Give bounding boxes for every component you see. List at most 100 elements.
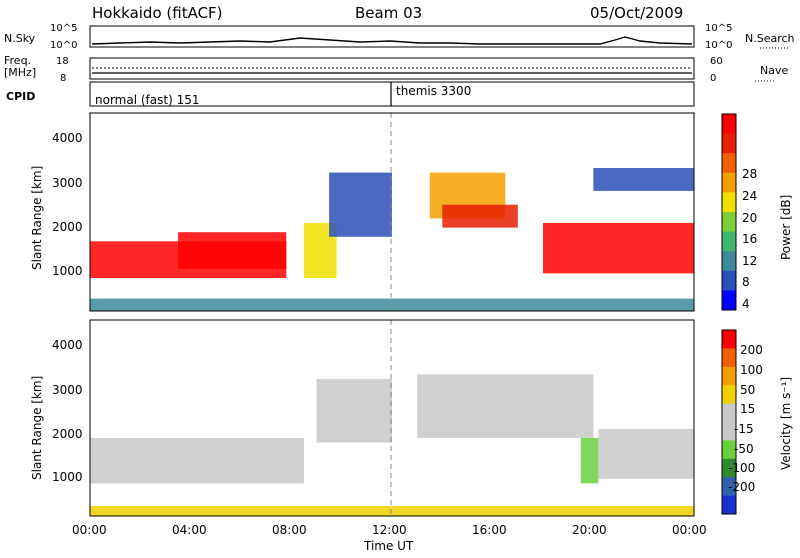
velocity-cbar-tick-15: 15 bbox=[740, 402, 755, 416]
station-title: Hokkaido (fitACF) bbox=[92, 4, 223, 22]
velocity-region-4 bbox=[598, 428, 694, 479]
velocity-colorbar-swatch-9 bbox=[722, 495, 736, 515]
power-ytick-2000: 2000 bbox=[52, 220, 83, 234]
power-colorbar-swatch-1 bbox=[722, 133, 736, 154]
power-data-layer bbox=[90, 168, 694, 311]
velocity-cbar-tick-neg50: -50 bbox=[734, 442, 754, 456]
freq-tick-bottom: 8 bbox=[60, 73, 66, 84]
velocity-region-3 bbox=[580, 438, 599, 484]
power-cbar-tick-20: 20 bbox=[742, 211, 757, 225]
freq-label-1: Freq. bbox=[4, 54, 31, 67]
power-colorbar bbox=[721, 113, 737, 311]
velocity-region-1 bbox=[316, 379, 392, 443]
cpid-panel bbox=[89, 81, 695, 107]
power-cbar-tick-12: 12 bbox=[742, 254, 757, 268]
nsky-panel bbox=[89, 25, 695, 48]
nave-label: Nave bbox=[760, 64, 788, 77]
nsearch-tick-bottom: 10^0 bbox=[705, 40, 732, 51]
velocity-colorbar-swatch-6 bbox=[722, 440, 736, 460]
velocity-colorbar-frame bbox=[721, 329, 737, 515]
power-ytick-4000: 4000 bbox=[52, 131, 83, 145]
nsky-tick-bottom: 10^0 bbox=[50, 40, 77, 51]
velocity-panel-frame bbox=[89, 319, 695, 517]
power-cbar-tick-24: 24 bbox=[742, 189, 757, 203]
velocity-colorbar bbox=[721, 329, 737, 515]
power-panel-frame bbox=[89, 112, 695, 312]
xtick-0800: 08:00 bbox=[272, 523, 307, 537]
cpid-mode-1: normal (fast) 151 bbox=[95, 93, 199, 107]
power-region-7 bbox=[593, 168, 694, 191]
xtick-0400: 04:00 bbox=[172, 523, 207, 537]
nsky-label: N.Sky bbox=[4, 32, 36, 45]
nsky-tick-top: 10^5 bbox=[50, 23, 77, 34]
xtick-0000: 00:00 bbox=[72, 523, 107, 537]
power-ylabel: Slant Range [km] bbox=[30, 166, 44, 270]
nave-tick-bottom: 0 bbox=[710, 73, 716, 84]
velocity-cbar-tick-100: 100 bbox=[740, 363, 763, 377]
xtick-1600: 16:00 bbox=[472, 523, 507, 537]
beam-title: Beam 03 bbox=[355, 4, 422, 22]
power-cbar-tick-28: 28 bbox=[742, 167, 757, 181]
freq-label-2: [MHz] bbox=[4, 66, 36, 79]
nsky-trace bbox=[91, 36, 693, 45]
power-colorbar-swatch-3 bbox=[722, 172, 736, 193]
velocity-ytick-3000: 3000 bbox=[52, 383, 83, 397]
velocity-cbar-tick-neg15: -15 bbox=[734, 422, 754, 436]
freq-panel bbox=[89, 57, 695, 80]
velocity-colorbar-swatch-7 bbox=[722, 458, 736, 478]
power-cbar-tick-4: 4 bbox=[742, 297, 750, 311]
velocity-cbar-tick-50: 50 bbox=[740, 383, 755, 397]
nsearch-label: N.Search bbox=[745, 32, 795, 45]
power-cbar-label: Power [dB] bbox=[779, 195, 793, 260]
velocity-data-layer bbox=[90, 374, 694, 516]
power-colorbar-frame bbox=[721, 113, 737, 311]
velocity-cbar-tick-200: 200 bbox=[740, 343, 763, 357]
velocity-cbar-tick-neg100: -100 bbox=[728, 461, 755, 475]
velocity-region-2 bbox=[417, 374, 594, 438]
power-colorbar-swatch-8 bbox=[722, 270, 736, 291]
power-region-6 bbox=[543, 223, 694, 274]
power-colorbar-swatch-0 bbox=[722, 114, 736, 135]
power-colorbar-swatch-9 bbox=[722, 290, 736, 311]
power-region-3 bbox=[329, 172, 392, 237]
xaxis-label: Time UT bbox=[363, 539, 414, 553]
power-ytick-1000: 1000 bbox=[52, 264, 83, 278]
power-colorbar-swatch-7 bbox=[722, 251, 736, 272]
power-colorbar-swatch-2 bbox=[722, 153, 736, 174]
power-colorbar-swatch-5 bbox=[722, 212, 736, 233]
xtick-0000-end: 00:00 bbox=[672, 523, 707, 537]
cpid-label: CPID bbox=[6, 90, 35, 103]
velocity-colorbar-swatch-2 bbox=[722, 366, 736, 386]
velocity-colorbar-swatch-8 bbox=[722, 477, 736, 497]
power-region-5 bbox=[442, 204, 518, 228]
velocity-ylabel: Slant Range [km] bbox=[30, 376, 44, 480]
date-title: 05/Oct/2009 bbox=[590, 4, 683, 22]
velocity-colorbar-swatch-1 bbox=[722, 348, 736, 368]
power-region-8 bbox=[90, 298, 694, 311]
velocity-colorbar-swatch-0 bbox=[722, 330, 736, 349]
nsearch-tick-top: 10^5 bbox=[705, 23, 732, 34]
velocity-region-5 bbox=[90, 506, 694, 516]
velocity-colorbar-swatch-3 bbox=[722, 385, 736, 405]
power-colorbar-swatch-4 bbox=[722, 192, 736, 213]
power-ytick-3000: 3000 bbox=[52, 176, 83, 190]
power-cbar-tick-8: 8 bbox=[742, 275, 750, 289]
power-colorbar-swatch-6 bbox=[722, 231, 736, 252]
power-cbar-tick-16: 16 bbox=[742, 232, 757, 246]
velocity-colorbar-swatch-5 bbox=[722, 422, 736, 441]
nave-tick-top: 60 bbox=[710, 56, 723, 67]
power-region-1 bbox=[178, 232, 287, 269]
velocity-cbar-label: Velocity [m s⁻¹] bbox=[779, 377, 793, 470]
velocity-colorbar-swatch-4 bbox=[722, 403, 736, 423]
xtick-1200: 12:00 bbox=[372, 523, 407, 537]
velocity-cbar-tick-neg200: -200 bbox=[728, 480, 755, 494]
velocity-ytick-4000: 4000 bbox=[52, 338, 83, 352]
cpid-mode-2: themis 3300 bbox=[396, 84, 471, 98]
velocity-ytick-1000: 1000 bbox=[52, 470, 83, 484]
velocity-ytick-2000: 2000 bbox=[52, 427, 83, 441]
velocity-region-0 bbox=[90, 438, 304, 484]
freq-tick-top: 18 bbox=[56, 56, 69, 67]
xtick-2000: 20:00 bbox=[572, 523, 607, 537]
